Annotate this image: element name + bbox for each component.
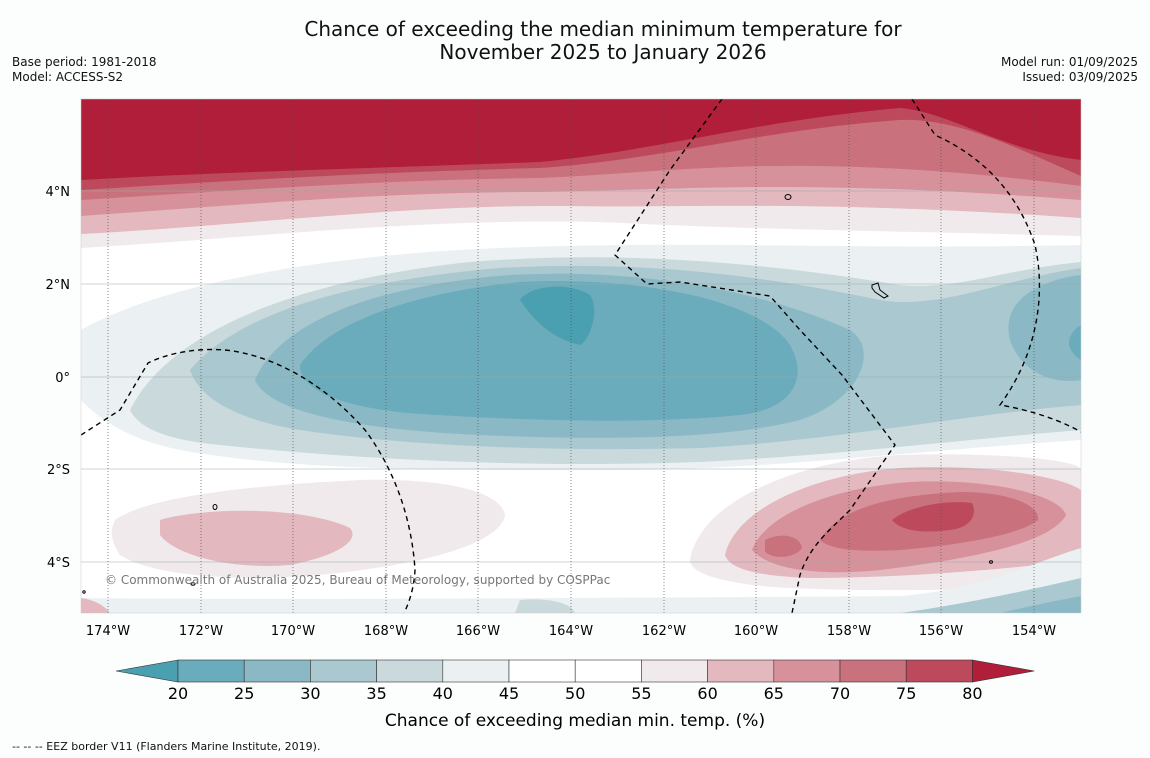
colorbar: 20 25 30 35 40 45 50 55 60 65 70 75 80 Chance of exc… — [115, 659, 1035, 731]
lon-label: 168°W — [364, 624, 408, 639]
lon-label: 172°W — [179, 624, 223, 639]
colorbar-swatch — [839, 659, 907, 683]
lon-label: 174°W — [86, 624, 130, 639]
lat-label: 2°S — [47, 463, 70, 478]
lon-label: 154°W — [1012, 624, 1056, 639]
lon-label: 158°W — [827, 624, 871, 639]
map-area[interactable]: © Commonwealth of Australia 2025, Bureau… — [81, 99, 1081, 613]
colorbar-tick-label: 25 — [234, 684, 254, 703]
colorbar-swatch — [442, 659, 510, 683]
colorbar-tick-label: 55 — [631, 684, 651, 703]
page-title: Chance of exceeding the median minimum t… — [0, 18, 1150, 64]
colorbar-extend-low — [115, 659, 179, 683]
colorbar-tick-label: 30 — [300, 684, 320, 703]
title-line-1: Chance of exceeding the median minimum t… — [304, 17, 902, 41]
colorbar-tick-label: 40 — [433, 684, 453, 703]
lat-labels: 4°N 2°N 0° 2°S 4°S — [46, 185, 71, 571]
meta-left: Base period: 1981-2018 Model: ACCESS-S2 — [12, 55, 157, 85]
lat-label: 4°S — [47, 556, 70, 571]
lon-label: 162°W — [642, 624, 686, 639]
base-period: Base period: 1981-2018 — [12, 55, 157, 69]
eez-footnote: -- -- -- EEZ border V11 (Flanders Marine… — [12, 740, 321, 753]
colorbar-swatch — [574, 659, 642, 683]
lon-label: 170°W — [271, 624, 315, 639]
lon-label: 160°W — [734, 624, 778, 639]
colorbar-swatch — [376, 659, 444, 683]
colorbar-tick-label: 65 — [764, 684, 784, 703]
meta-right: Model run: 01/09/2025 Issued: 03/09/2025 — [1001, 55, 1138, 85]
colorbar-swatch — [905, 659, 973, 683]
colorbar-tick-label: 75 — [896, 684, 916, 703]
lon-label: 156°W — [919, 624, 963, 639]
colorbar-extend-high — [972, 659, 1035, 683]
model-name: Model: ACCESS-S2 — [12, 70, 124, 84]
colorbar-swatch — [508, 659, 576, 683]
lat-label: 0° — [55, 371, 70, 386]
colorbar-swatch — [641, 659, 708, 683]
colorbar-swatch — [773, 659, 841, 683]
lat-label: 2°N — [46, 278, 71, 293]
colorbar-tick-label: 50 — [565, 684, 585, 703]
lon-label: 164°W — [549, 624, 593, 639]
colorbar-title: Chance of exceeding median min. temp. (%… — [385, 711, 765, 731]
colorbar-swatch — [707, 659, 775, 683]
lon-label: 166°W — [456, 624, 500, 639]
colorbar-tick-label: 20 — [168, 684, 188, 703]
colorbar-tick-label: 70 — [830, 684, 850, 703]
colorbar-tick-label: 60 — [697, 684, 717, 703]
lat-label: 4°N — [46, 185, 71, 200]
map-copyright: © Commonwealth of Australia 2025, Bureau… — [105, 573, 610, 587]
colorbar-tick-label: 45 — [499, 684, 519, 703]
model-run: Model run: 01/09/2025 — [1000, 55, 1138, 69]
colorbar-tick-label: 35 — [366, 684, 386, 703]
colorbar-swatch — [243, 659, 311, 683]
colorbar-swatch — [177, 659, 245, 683]
title-line-2: November 2025 to January 2026 — [439, 40, 767, 64]
lon-labels: 174°W 172°W 170°W 168°W 166°W 164°W 162°… — [86, 624, 1056, 639]
colorbar-tick-label: 80 — [962, 684, 982, 703]
colorbar-swatch — [310, 659, 377, 683]
issued-date: Issued: 03/09/2025 — [1022, 70, 1138, 84]
